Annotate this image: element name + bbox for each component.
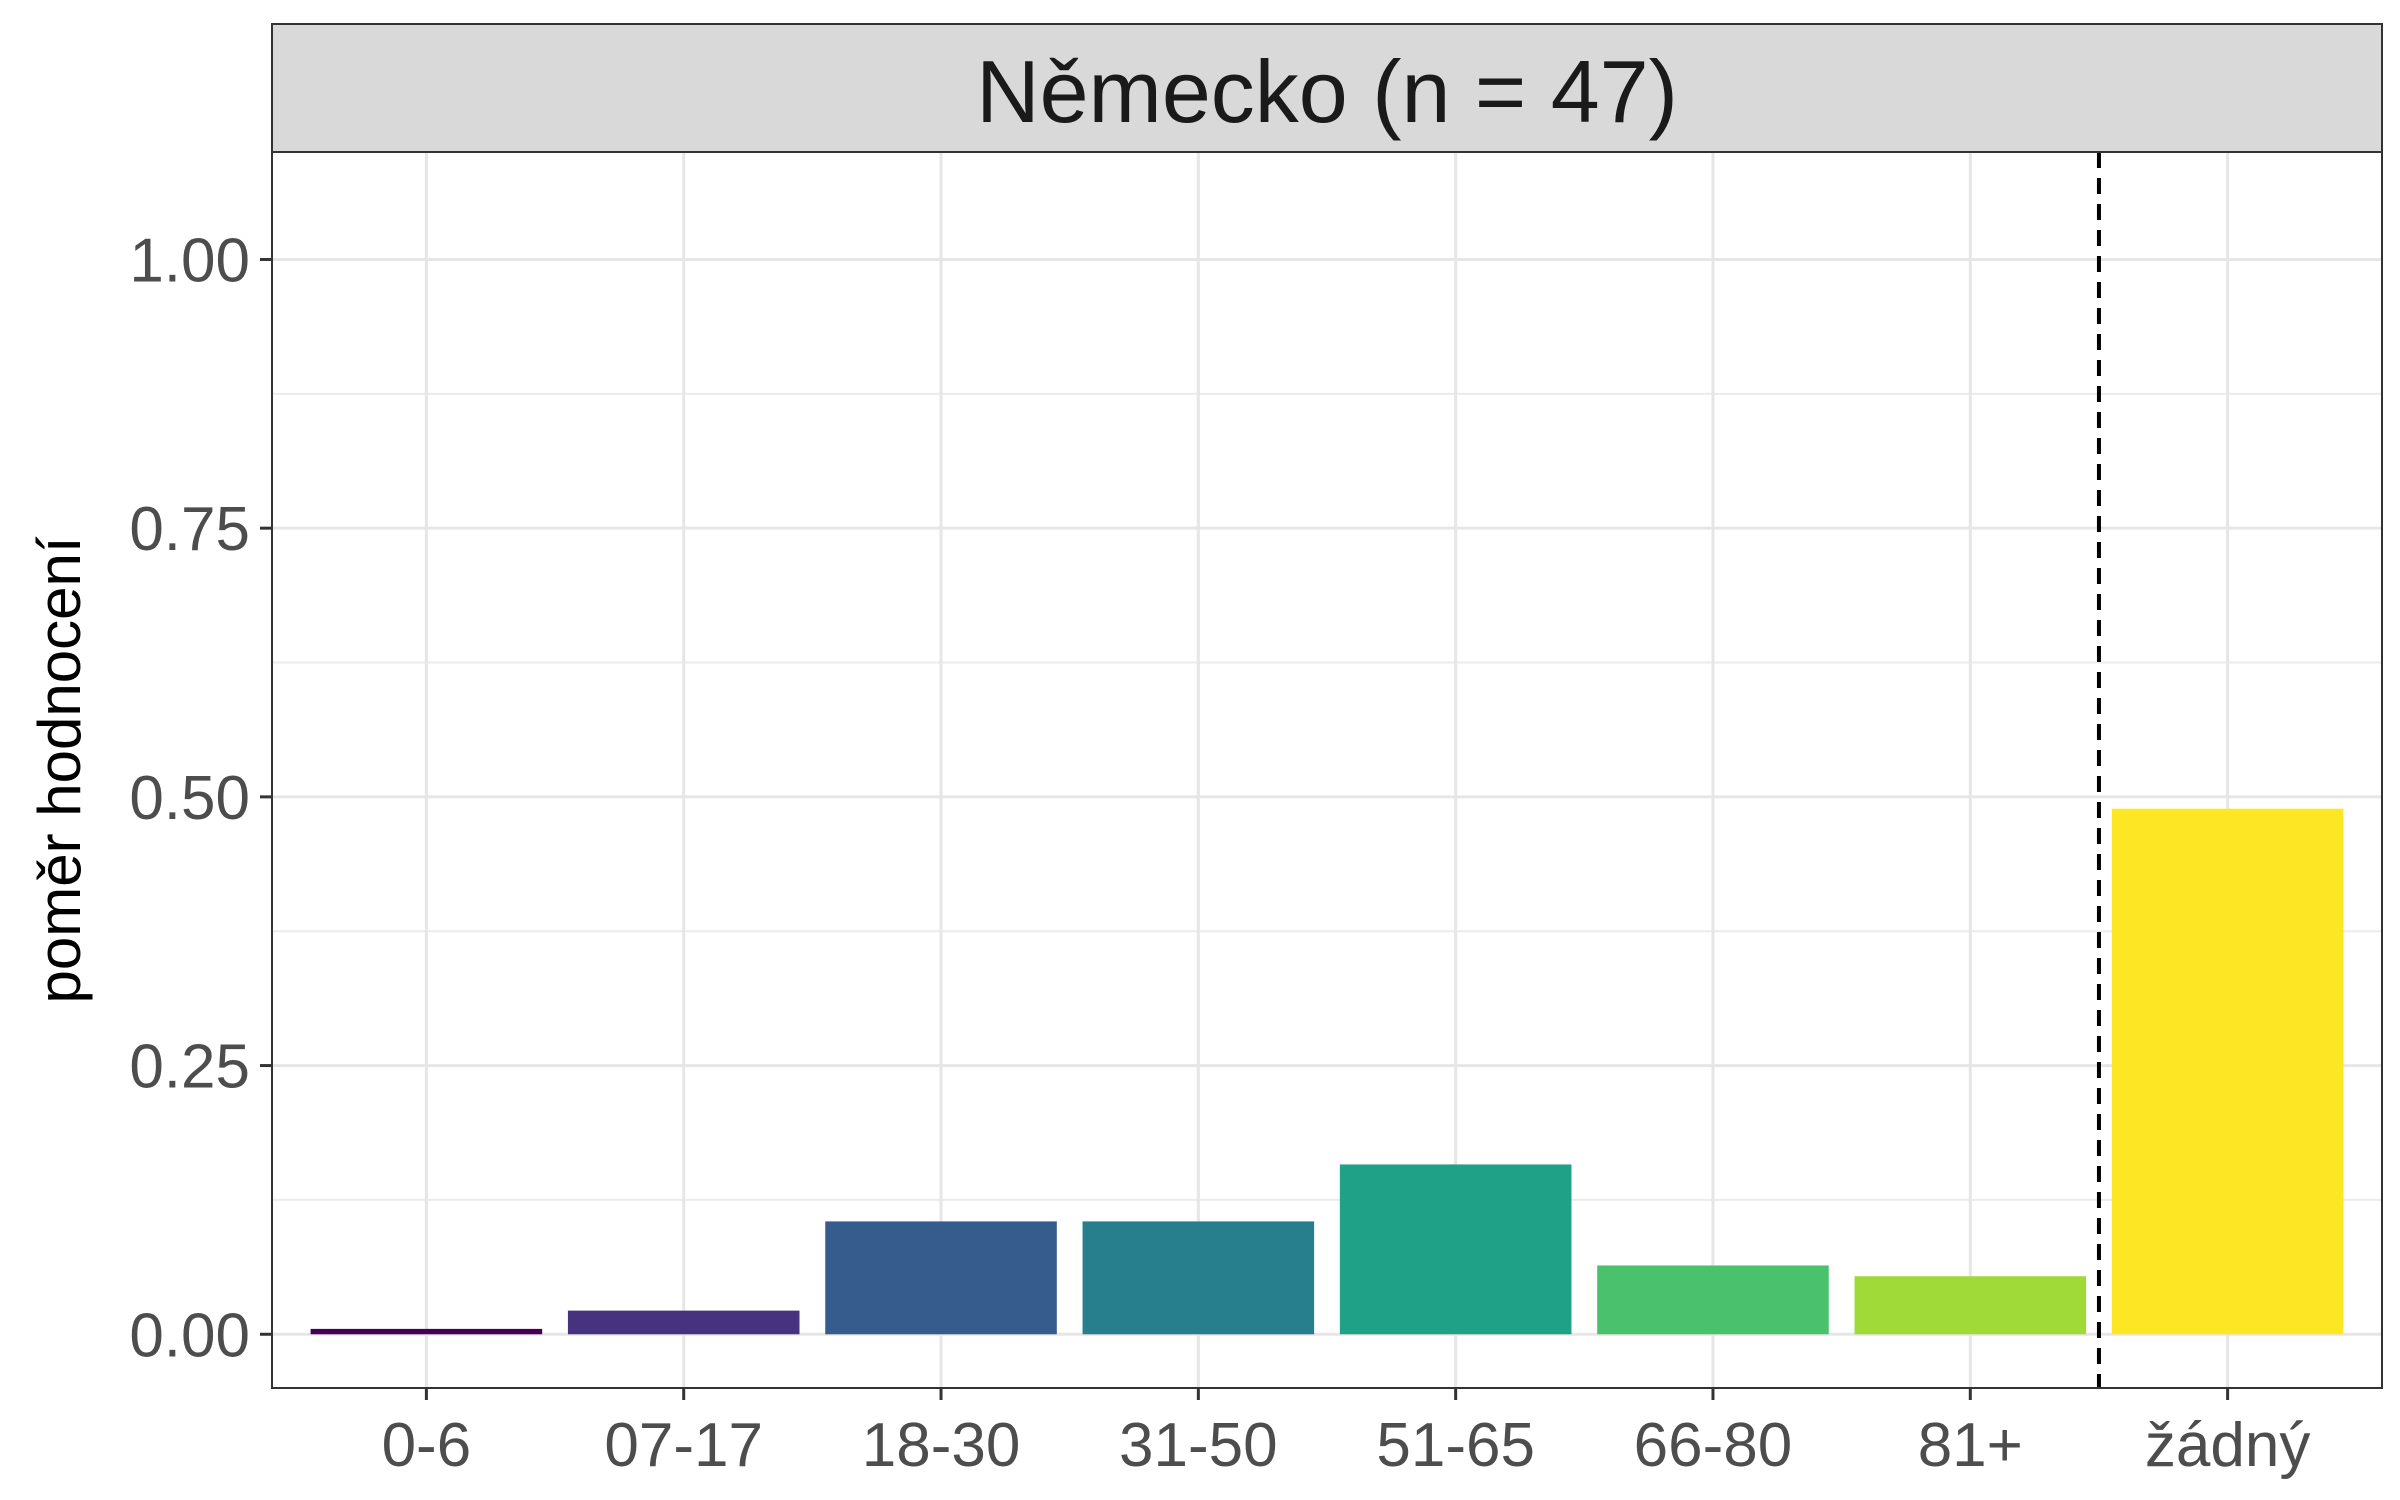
facet-strip [271, 23, 2383, 153]
bar-07-17 [567, 1310, 800, 1335]
x-tick-label: 07-17 [604, 1411, 763, 1480]
bar-81+ [1854, 1276, 2087, 1335]
bar-žádný [2111, 808, 2344, 1335]
bars [310, 808, 2344, 1335]
y-tick-label: 1.00 [129, 226, 250, 295]
y-tick-label: 0.25 [129, 1033, 250, 1102]
bar-51-65 [1339, 1164, 1572, 1335]
y-tick-label: 0.50 [129, 764, 250, 833]
x-tick-label: 81+ [1918, 1411, 2023, 1480]
bar-18-30 [825, 1221, 1057, 1335]
x-axis-ticks: 0-6 07-17 18-30 31-50 51-65 66-80 81+ žádný [382, 1388, 2310, 1480]
x-tick-label: 0-6 [382, 1411, 472, 1480]
chart-title: Německo (n = 47) [976, 42, 1678, 141]
x-tick-label: 51-65 [1376, 1411, 1535, 1480]
x-tick-label: žádný [2145, 1411, 2310, 1480]
y-axis-ticks: 0.00 0.25 0.50 0.75 1.00 [129, 226, 272, 1370]
y-axis-title: poměr hodnocení [26, 536, 93, 1003]
bar-31-50 [1082, 1221, 1315, 1335]
y-tick-label: 0.75 [129, 495, 250, 564]
plot-panel-border [271, 151, 2383, 1389]
minor-gridlines [272, 392, 2382, 1201]
major-gridlines [272, 152, 2382, 1388]
y-tick-label: 0.00 [129, 1301, 250, 1370]
x-tick-label: 18-30 [862, 1411, 1021, 1480]
bar-66-80 [1597, 1265, 1829, 1335]
x-tick-label: 31-50 [1119, 1411, 1278, 1480]
x-tick-label: 66-80 [1634, 1411, 1793, 1480]
plot-panel [272, 152, 2382, 1388]
bar-0-6 [310, 1328, 543, 1335]
